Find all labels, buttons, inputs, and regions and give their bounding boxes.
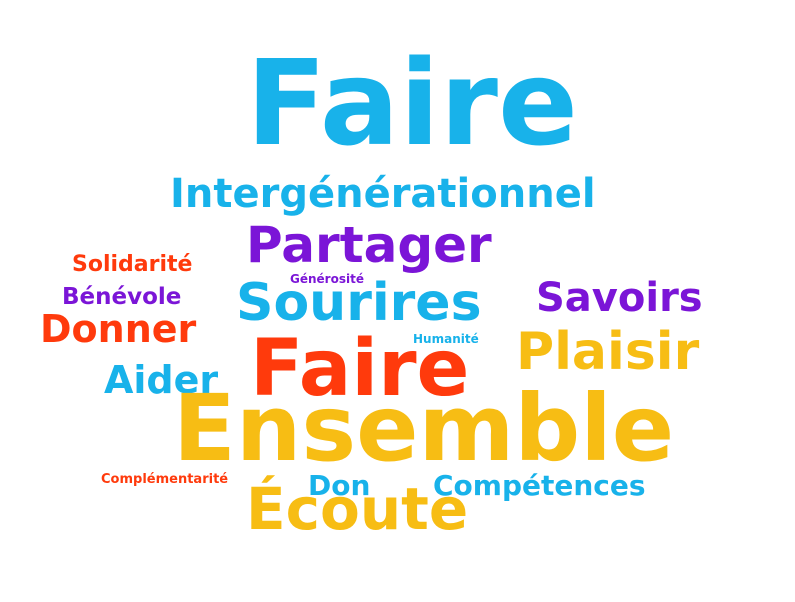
word-competences: Compétences (433, 469, 646, 502)
word-faire-red: Faire (250, 324, 470, 414)
word-plaisir: Plaisir (516, 322, 700, 382)
word-savoirs: Savoirs (536, 275, 703, 321)
word-intergenerationnel: Intergénérationnel (170, 171, 596, 217)
word-benevole: Bénévole (62, 284, 182, 310)
word-sourires: Sourires (236, 273, 482, 333)
word-generosite: Générosité (290, 272, 364, 286)
word-ensemble: Ensemble (173, 375, 675, 482)
word-partager: Partager (246, 216, 492, 274)
word-donner: Donner (40, 307, 197, 351)
word-ecoute: Écoute (246, 475, 469, 543)
word-humanite: Humanité (413, 332, 479, 346)
word-aider: Aider (104, 358, 219, 402)
word-faire-blue: Faire (246, 34, 578, 172)
word-solidarite: Solidarité (72, 252, 193, 277)
word-complementarite: Complémentarité (101, 472, 229, 487)
word-don: Don (308, 469, 371, 502)
